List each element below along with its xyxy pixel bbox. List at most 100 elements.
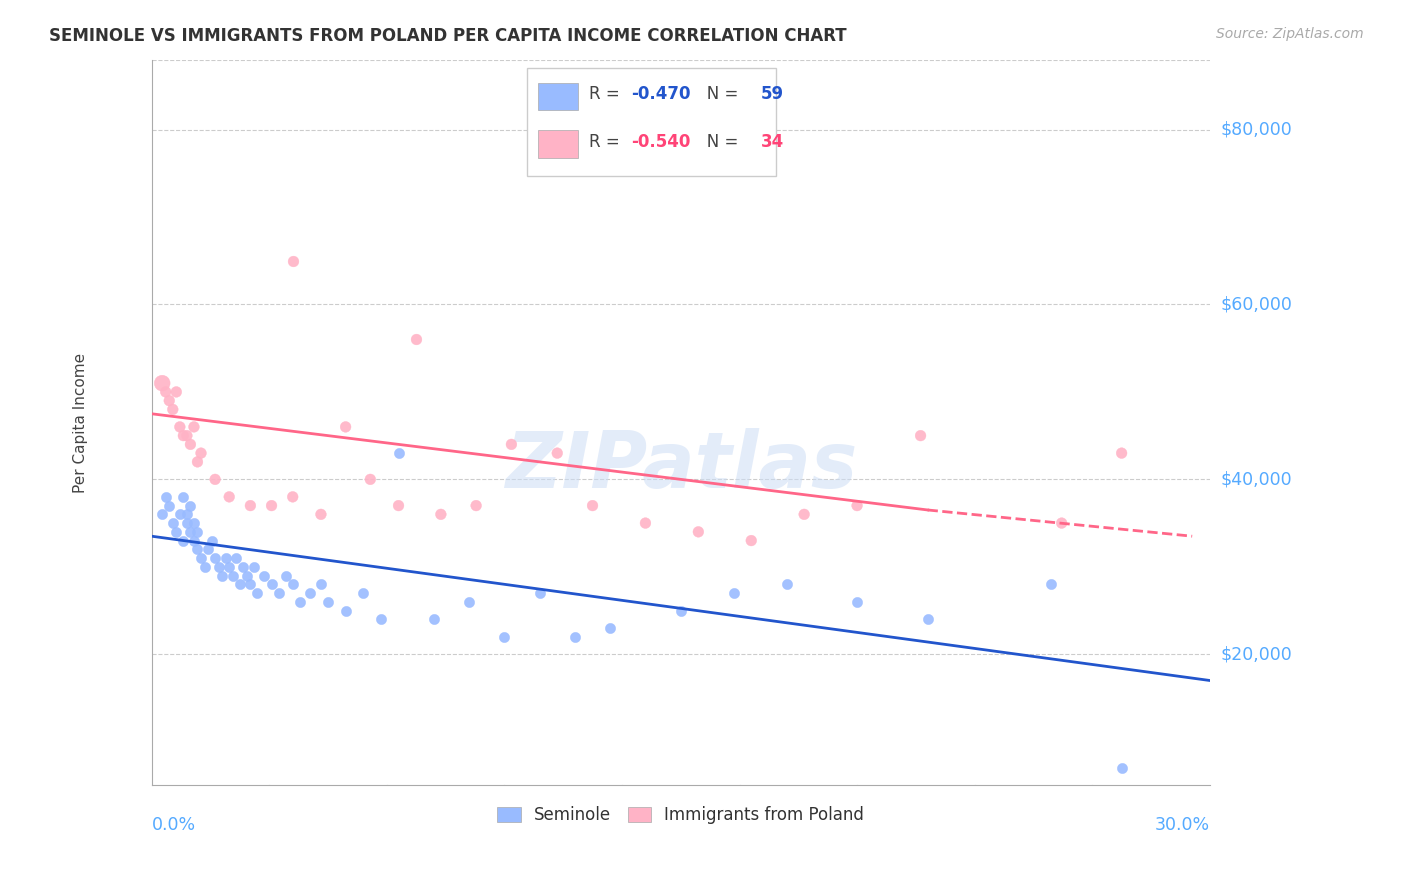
FancyBboxPatch shape [538, 130, 578, 158]
Point [267, 586, 290, 600]
Text: R =: R = [589, 86, 624, 103]
Point [179, 499, 201, 513]
Point [564, 630, 586, 644]
Point [793, 508, 815, 522]
Point [150, 376, 173, 391]
Text: 59: 59 [761, 86, 785, 103]
Text: $80,000: $80,000 [1220, 120, 1292, 138]
Point [581, 499, 603, 513]
Text: $40,000: $40,000 [1220, 470, 1292, 488]
Point [281, 577, 304, 591]
Point [423, 612, 446, 626]
Point [200, 533, 222, 548]
Point [1040, 577, 1063, 591]
Point [183, 533, 205, 548]
Point [176, 428, 198, 442]
Point [239, 577, 262, 591]
Point [162, 402, 184, 417]
Point [370, 612, 392, 626]
Point [236, 568, 259, 582]
Point [215, 551, 238, 566]
Point [465, 499, 488, 513]
Point [176, 516, 198, 530]
Point [288, 595, 311, 609]
Text: -0.470: -0.470 [631, 86, 690, 103]
Text: R =: R = [589, 133, 624, 151]
Text: SEMINOLE VS IMMIGRANTS FROM POLAND PER CAPITA INCOME CORRELATION CHART: SEMINOLE VS IMMIGRANTS FROM POLAND PER C… [49, 27, 846, 45]
Point [246, 586, 269, 600]
Text: N =: N = [692, 133, 744, 151]
Point [281, 490, 304, 504]
Point [155, 384, 177, 399]
Point [253, 568, 276, 582]
Point [405, 333, 427, 347]
Point [1050, 516, 1073, 530]
Text: N =: N = [692, 86, 744, 103]
Point [176, 508, 198, 522]
Point [183, 516, 205, 530]
Point [529, 586, 551, 600]
Point [309, 577, 332, 591]
Point [193, 559, 215, 574]
Point [190, 446, 212, 460]
Point [165, 384, 187, 399]
Point [204, 472, 226, 486]
Point [352, 586, 374, 600]
Point [169, 420, 191, 434]
Text: Source: ZipAtlas.com: Source: ZipAtlas.com [1216, 27, 1364, 41]
Point [229, 577, 252, 591]
Point [688, 524, 710, 539]
Point [155, 490, 177, 504]
Point [172, 490, 194, 504]
FancyBboxPatch shape [538, 83, 578, 111]
Point [172, 428, 194, 442]
Point [186, 542, 208, 557]
Point [186, 455, 208, 469]
Text: 0.0%: 0.0% [152, 816, 195, 834]
Text: ZIPatlas: ZIPatlas [505, 428, 856, 504]
Point [299, 586, 322, 600]
Point [494, 630, 516, 644]
Point [546, 446, 568, 460]
Point [723, 586, 745, 600]
Point [309, 508, 332, 522]
Point [335, 603, 357, 617]
Point [157, 499, 180, 513]
Point [387, 446, 409, 460]
Point [501, 437, 523, 451]
Text: $60,000: $60,000 [1220, 295, 1292, 313]
FancyBboxPatch shape [527, 69, 776, 176]
Point [430, 508, 453, 522]
Point [169, 508, 191, 522]
Point [186, 524, 208, 539]
Point [172, 533, 194, 548]
Point [190, 551, 212, 566]
Point [204, 551, 226, 566]
Point [260, 499, 283, 513]
Point [281, 253, 304, 268]
Point [183, 420, 205, 434]
Text: Per Capita Income: Per Capita Income [73, 352, 89, 492]
Point [316, 595, 339, 609]
Point [225, 551, 247, 566]
Text: 34: 34 [761, 133, 785, 151]
Point [274, 568, 297, 582]
Point [599, 621, 621, 635]
Point [179, 524, 201, 539]
Point [1111, 761, 1133, 775]
Point [669, 603, 692, 617]
Point [211, 568, 233, 582]
Point [458, 595, 481, 609]
Point [162, 516, 184, 530]
Text: 30.0%: 30.0% [1154, 816, 1209, 834]
Point [260, 577, 283, 591]
Point [243, 559, 266, 574]
Point [846, 499, 869, 513]
Point [222, 568, 245, 582]
Point [165, 524, 187, 539]
Point [775, 577, 797, 591]
Point [208, 559, 231, 574]
Point [910, 428, 932, 442]
Point [218, 559, 240, 574]
Point [179, 437, 201, 451]
